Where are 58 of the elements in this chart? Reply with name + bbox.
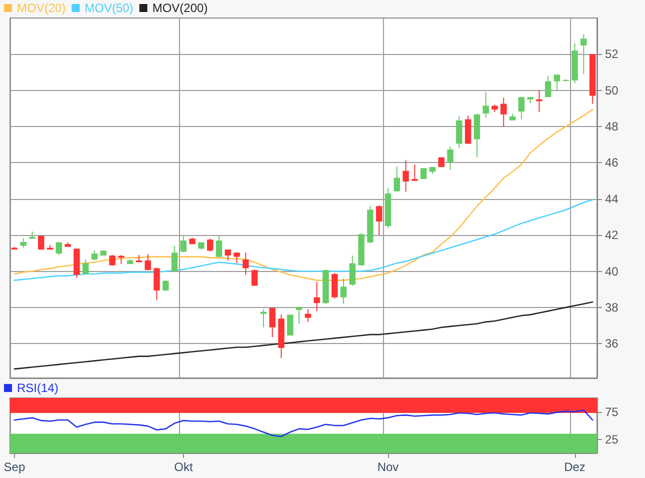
candlestick xyxy=(287,314,294,336)
candlestick xyxy=(332,272,338,299)
candlestick xyxy=(340,278,347,304)
line-series xyxy=(14,409,594,438)
candlestick xyxy=(296,306,302,324)
candlestick xyxy=(304,308,312,322)
candlestick xyxy=(224,249,232,261)
y-tick-label: 25 xyxy=(605,432,619,446)
x-tick-label: Okt xyxy=(174,460,194,474)
candlestick xyxy=(242,252,249,276)
candlestick xyxy=(447,146,454,170)
candlestick xyxy=(162,280,169,292)
candlestick xyxy=(394,166,400,192)
x-tick-label: Nov xyxy=(377,460,399,474)
candlestick xyxy=(20,237,26,248)
y-tick-label: 36 xyxy=(605,336,619,351)
legend-label: MOV(200) xyxy=(152,1,208,15)
y-tick-label: 38 xyxy=(605,300,619,314)
candlestick xyxy=(91,250,98,261)
y-tick-label: 42 xyxy=(605,228,619,242)
candlestick xyxy=(544,75,552,98)
candlestick xyxy=(154,267,160,301)
candlestick xyxy=(402,160,409,192)
legend-label: RSI(14) xyxy=(17,381,58,395)
y-tick-label: 40 xyxy=(605,264,619,278)
candlestick xyxy=(456,115,462,149)
candlestick xyxy=(518,96,525,120)
y-tick-label: 46 xyxy=(605,156,619,170)
y-tick-label: 52 xyxy=(605,47,619,62)
candlestick xyxy=(554,74,560,91)
x-tick-label: Sep xyxy=(4,460,26,474)
line-series xyxy=(14,301,594,370)
y-tick-label: 50 xyxy=(605,83,619,98)
candlestick xyxy=(500,97,507,128)
candlestick xyxy=(38,234,44,250)
y-tick-label: 44 xyxy=(605,192,619,206)
candlestick xyxy=(109,254,116,266)
candlestick xyxy=(82,259,89,274)
candlestick xyxy=(207,238,214,252)
candlestick xyxy=(412,164,418,182)
candlestick xyxy=(269,306,276,338)
y-tick-label: 75 xyxy=(605,404,619,419)
candlestick xyxy=(482,92,489,118)
y-tick-label: 48 xyxy=(605,120,619,134)
legend-label: MOV(50) xyxy=(84,1,134,15)
candlestick xyxy=(216,235,222,258)
candlestick xyxy=(251,268,258,286)
candlestick xyxy=(580,34,587,75)
candlestick xyxy=(180,234,187,253)
legend-label: MOV(20) xyxy=(17,1,66,15)
candlestick xyxy=(314,282,320,312)
candlestick xyxy=(144,254,151,271)
candlestick xyxy=(376,204,382,236)
candlestick xyxy=(56,242,62,256)
candlestick xyxy=(349,255,356,286)
candlestick xyxy=(260,308,267,328)
candlestick xyxy=(171,245,178,273)
x-tick-label: Dez xyxy=(564,460,586,474)
